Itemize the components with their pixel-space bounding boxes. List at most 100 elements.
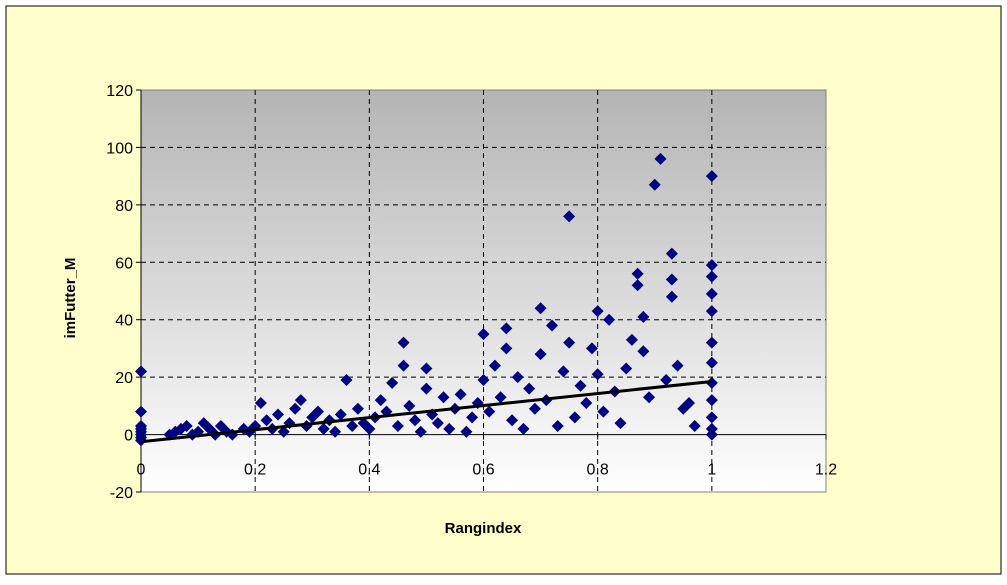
data-point <box>454 388 467 401</box>
data-point <box>289 402 302 415</box>
data-point <box>574 379 587 392</box>
data-point <box>705 356 718 369</box>
x-tick-label: 0.2 <box>244 462 266 479</box>
data-point <box>506 414 519 427</box>
x-tick-label: 0.4 <box>358 462 380 479</box>
data-point <box>557 365 570 378</box>
x-tick-label: 0.6 <box>472 462 494 479</box>
data-point <box>403 399 416 412</box>
y-tick-label: 80 <box>115 198 133 215</box>
data-point <box>705 170 718 183</box>
data-point <box>386 376 399 389</box>
data-point <box>135 405 147 418</box>
x-tick-label: 1.2 <box>815 462 837 479</box>
data-point <box>460 425 473 438</box>
data-point <box>648 178 661 191</box>
x-axis-label: Rangindex <box>445 520 522 537</box>
y-tick-label: 60 <box>115 255 133 272</box>
data-point <box>637 345 650 358</box>
data-point <box>631 279 644 292</box>
data-point <box>705 270 718 283</box>
data-point <box>705 336 718 349</box>
y-axis-label: imFutter_M <box>62 258 79 339</box>
data-point <box>665 290 678 303</box>
data-point <box>591 368 604 381</box>
data-point <box>277 425 290 438</box>
data-point <box>563 210 576 223</box>
data-point <box>568 411 581 424</box>
data-point <box>534 302 547 315</box>
data-point <box>637 310 650 323</box>
data-point <box>705 394 718 407</box>
data-point <box>591 305 604 318</box>
x-tick-label: 0.8 <box>587 462 609 479</box>
data-point <box>517 422 530 435</box>
data-point <box>391 419 404 432</box>
data-point <box>346 419 359 432</box>
data-point <box>135 422 147 435</box>
y-tick-label: 40 <box>115 313 133 330</box>
data-point <box>614 417 627 430</box>
data-point <box>705 428 718 441</box>
data-point <box>420 362 433 375</box>
data-point <box>363 422 376 435</box>
data-point <box>705 411 718 424</box>
data-point <box>603 313 616 326</box>
data-points <box>135 152 718 447</box>
data-point <box>260 414 273 427</box>
data-point <box>483 405 496 418</box>
data-point <box>654 152 667 165</box>
data-point <box>688 419 701 432</box>
y-tick-label: 120 <box>106 83 133 100</box>
data-point <box>254 396 267 409</box>
data-point <box>597 405 610 418</box>
data-point <box>340 374 353 387</box>
data-point <box>580 396 593 409</box>
data-point <box>272 408 284 421</box>
data-point <box>317 422 330 435</box>
data-point <box>620 362 633 375</box>
data-point <box>511 371 524 384</box>
data-point <box>135 365 147 378</box>
data-point <box>397 336 410 349</box>
data-point <box>374 394 387 407</box>
data-point <box>334 408 347 421</box>
data-point <box>705 305 718 318</box>
data-point <box>397 359 410 372</box>
data-point <box>443 422 456 435</box>
data-point <box>414 425 427 438</box>
data-point <box>437 391 450 404</box>
data-point <box>180 419 193 432</box>
data-point <box>311 405 324 418</box>
data-point <box>500 322 513 335</box>
data-point <box>705 287 718 300</box>
data-point <box>494 391 507 404</box>
data-point <box>500 342 513 355</box>
data-point <box>477 374 490 387</box>
data-point <box>528 402 541 415</box>
y-tick-label: 20 <box>115 370 133 387</box>
data-point <box>631 267 644 280</box>
data-point <box>705 259 718 272</box>
data-point <box>534 348 547 361</box>
data-point <box>351 402 364 415</box>
data-point <box>466 411 479 424</box>
data-point <box>563 336 576 349</box>
data-point <box>431 417 444 430</box>
y-tick-label: -20 <box>110 485 133 502</box>
data-point <box>643 391 656 404</box>
data-point <box>671 359 684 372</box>
data-point <box>660 374 673 387</box>
data-point <box>625 333 638 346</box>
data-point <box>546 319 558 332</box>
data-point <box>683 396 695 409</box>
data-point <box>409 414 421 427</box>
data-point <box>294 394 307 407</box>
data-point <box>523 382 536 395</box>
data-point <box>477 328 490 341</box>
data-point <box>329 425 342 438</box>
data-point <box>488 359 501 372</box>
